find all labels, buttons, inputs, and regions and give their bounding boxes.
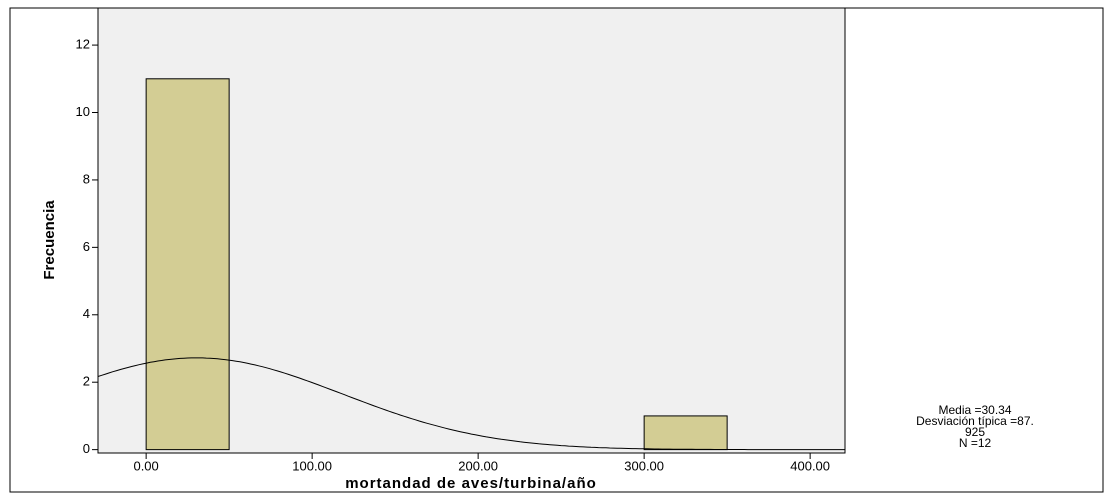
y-tick-label: 0 (83, 441, 90, 456)
normal-curve (97, 357, 845, 451)
y-tick-label: 12 (76, 37, 90, 52)
x-axis-title: mortandad de aves/turbina/año (345, 475, 597, 492)
stats-text: Media =30.34 (938, 403, 1011, 417)
bar (145, 78, 230, 451)
x-tick-label: 200.00 (458, 458, 498, 473)
y-tick-label: 6 (83, 239, 90, 254)
stats-text: N =12 (959, 436, 992, 450)
y-tick-label: 8 (83, 171, 90, 186)
x-tick-label: 400.00 (790, 458, 830, 473)
y-tick-label: 2 (83, 374, 90, 389)
x-tick-label: 100.00 (292, 458, 332, 473)
y-tick-label: 4 (83, 306, 90, 321)
stats-text: 925 (965, 425, 985, 439)
y-tick-label: 10 (76, 104, 90, 119)
x-tick-label: 300.00 (624, 458, 664, 473)
stats-text: Desviación típica =87. (916, 414, 1034, 428)
bar (643, 415, 728, 451)
y-axis-title: Frecuencia (41, 200, 58, 280)
x-tick-label: 0.00 (133, 458, 158, 473)
